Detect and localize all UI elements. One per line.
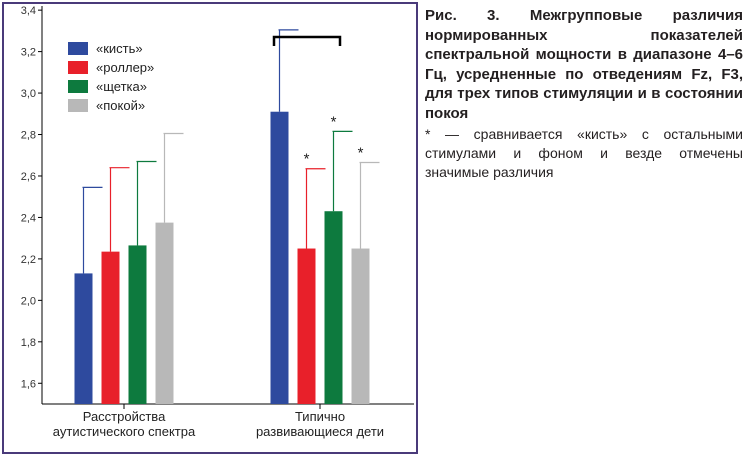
bar	[155, 222, 174, 404]
y-tick-label: 2,6	[21, 171, 36, 183]
legend-label: «щетка»	[96, 79, 147, 94]
y-tick-label: 3,4	[21, 5, 36, 17]
bar	[351, 248, 370, 404]
legend-label: «кисть»	[96, 41, 143, 56]
legend-swatch	[68, 99, 88, 112]
bar	[270, 111, 289, 404]
y-tick-label: 2,4	[21, 212, 36, 224]
figure-caption: Рис. 3. Межгрупповые различия нормирован…	[425, 6, 743, 182]
significance-bracket	[272, 35, 342, 46]
chart-frame	[2, 2, 418, 454]
bar	[128, 245, 147, 404]
legend-label: «покой»	[96, 98, 145, 113]
x-category-label: Типично	[295, 409, 345, 424]
y-tick-label: 2,8	[21, 130, 36, 142]
legend-swatch	[68, 61, 88, 74]
bar	[324, 211, 343, 404]
bar-chart: 1,6 1,8 2,0 2,2 2,4 2,6 2,8 3,0 3,2 3,4 Расстройст…	[21, 5, 414, 439]
y-tick-label: 3,0	[21, 88, 36, 100]
legend-swatch	[68, 80, 88, 93]
caption-note: * — сравнивается «кисть» с остальными ст…	[425, 126, 743, 180]
x-category-label: Расстройства	[83, 409, 166, 424]
significance-star: *	[304, 151, 310, 168]
legend-label: «роллер»	[96, 60, 154, 75]
x-category-label: развивающиеся дети	[256, 424, 384, 439]
bar	[74, 273, 93, 404]
bar	[101, 251, 120, 404]
significance-star: *	[358, 145, 364, 162]
y-tick-label: 2,2	[21, 254, 36, 266]
y-tick-label: 2,0	[21, 295, 36, 307]
caption-title: Рис. 3. Межгрупповые различия нормирован…	[425, 7, 743, 122]
y-tick-label: 3,2	[21, 47, 36, 59]
legend-swatch	[68, 42, 88, 55]
significance-star: *	[331, 113, 337, 130]
x-category-label: аутистического спектра	[53, 424, 196, 439]
bar	[297, 248, 316, 404]
y-tick-label: 1,6	[21, 378, 36, 390]
y-tick-label: 1,8	[21, 337, 36, 349]
